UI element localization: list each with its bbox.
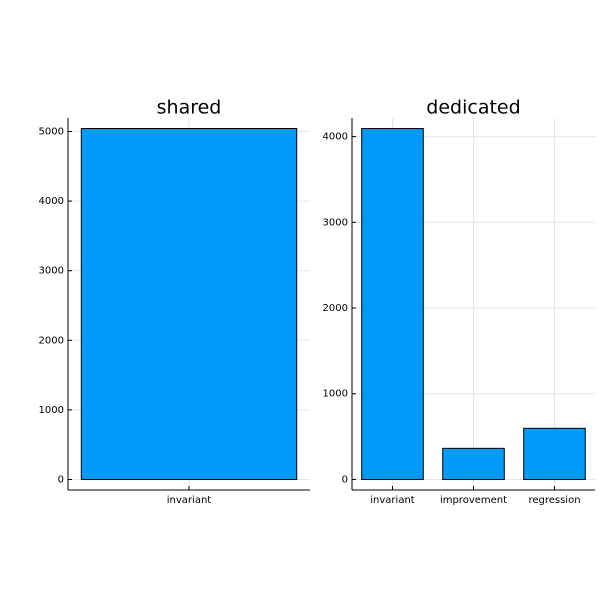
y-tick-label: 4000 [39, 196, 64, 207]
x-tick-label: regression [528, 495, 580, 506]
bar [442, 447, 505, 480]
y-tick-label: 0 [58, 474, 64, 485]
y-tick-label: 5000 [39, 127, 64, 138]
chart-title: shared [157, 97, 222, 119]
y-tick-label: 4000 [323, 132, 348, 143]
y-tick-label: 1000 [323, 389, 348, 400]
y-tick-label: 2000 [323, 303, 348, 314]
y-tick-label: 1000 [39, 405, 64, 416]
x-tick-label: invariant [370, 495, 415, 506]
x-tick-label: invariant [167, 495, 212, 506]
y-tick-label: 2000 [39, 335, 64, 346]
x-tick-label: improvement [440, 495, 507, 506]
y-tick-label: 0 [342, 474, 348, 485]
y-tick-label: 3000 [39, 266, 64, 277]
y-tick-label: 3000 [323, 217, 348, 228]
bar [523, 427, 586, 480]
chart-title: dedicated [426, 97, 520, 119]
bar [80, 128, 298, 480]
bar [361, 128, 424, 480]
